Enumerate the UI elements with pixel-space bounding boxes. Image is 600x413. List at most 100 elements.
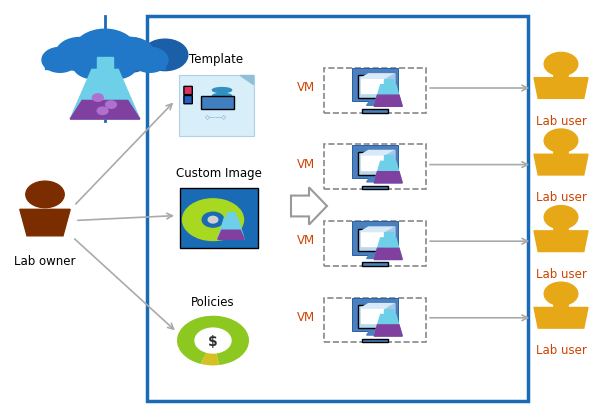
FancyBboxPatch shape [362,263,388,266]
FancyBboxPatch shape [352,69,398,102]
FancyBboxPatch shape [184,87,193,95]
Text: VM: VM [297,310,315,323]
Polygon shape [361,75,395,79]
FancyBboxPatch shape [358,153,392,175]
Text: VM: VM [297,157,315,171]
Circle shape [56,38,104,71]
Text: Policies: Policies [191,296,235,309]
Text: Lab user: Lab user [536,344,586,356]
Circle shape [544,130,578,153]
FancyBboxPatch shape [362,110,388,113]
Circle shape [208,217,218,223]
FancyBboxPatch shape [358,229,392,252]
Circle shape [106,102,116,109]
Circle shape [104,38,154,73]
Polygon shape [374,238,402,260]
FancyBboxPatch shape [180,188,258,248]
Circle shape [132,48,168,73]
Polygon shape [534,78,588,99]
Text: Lab user: Lab user [536,267,586,280]
Text: Custom Image: Custom Image [176,167,262,180]
Polygon shape [374,162,402,183]
Polygon shape [70,70,140,120]
Polygon shape [387,304,395,323]
Text: ◇——◇: ◇——◇ [205,115,227,120]
Polygon shape [367,254,383,259]
Polygon shape [374,249,402,260]
Polygon shape [361,232,387,247]
Polygon shape [534,231,588,252]
Circle shape [73,50,116,80]
Polygon shape [218,230,244,240]
Circle shape [202,213,224,228]
FancyBboxPatch shape [352,222,398,255]
Circle shape [544,206,578,229]
FancyBboxPatch shape [324,298,426,342]
Polygon shape [384,156,392,162]
FancyBboxPatch shape [324,69,426,113]
Circle shape [554,301,568,311]
Circle shape [195,328,231,353]
Polygon shape [374,315,402,336]
Polygon shape [361,228,395,232]
Circle shape [554,148,568,158]
Circle shape [74,30,136,73]
Polygon shape [361,309,387,323]
Text: Template: Template [189,53,243,66]
Ellipse shape [212,88,232,93]
Polygon shape [384,309,392,315]
Polygon shape [384,80,392,85]
Text: VM: VM [297,81,315,94]
FancyBboxPatch shape [324,221,426,266]
Polygon shape [45,61,165,70]
Polygon shape [97,58,113,70]
Circle shape [42,48,78,73]
Polygon shape [240,76,254,85]
Polygon shape [534,308,588,328]
FancyBboxPatch shape [362,339,388,342]
Polygon shape [374,85,402,107]
Polygon shape [387,75,395,94]
Polygon shape [367,101,383,106]
Circle shape [94,50,137,80]
Polygon shape [361,79,387,94]
Polygon shape [374,96,402,107]
Polygon shape [123,60,174,68]
Polygon shape [70,101,140,120]
FancyBboxPatch shape [201,97,234,109]
Text: VM: VM [297,234,315,247]
Circle shape [106,38,154,71]
Text: Lab owner: Lab owner [14,254,76,267]
Circle shape [132,47,168,71]
Polygon shape [291,188,327,225]
Polygon shape [384,233,392,238]
Circle shape [92,95,103,102]
Wedge shape [177,316,249,365]
FancyBboxPatch shape [352,298,398,331]
Text: Lab user: Lab user [536,191,586,204]
Polygon shape [361,304,395,309]
FancyBboxPatch shape [324,145,426,190]
Circle shape [97,108,108,115]
Wedge shape [200,341,219,366]
FancyBboxPatch shape [358,76,392,99]
Polygon shape [367,330,383,335]
Circle shape [26,182,64,208]
FancyBboxPatch shape [184,96,193,104]
Polygon shape [534,155,588,176]
Polygon shape [361,151,395,156]
FancyBboxPatch shape [362,186,388,190]
Polygon shape [367,178,383,183]
Text: $: $ [208,334,218,348]
Text: Lab user: Lab user [536,114,586,127]
Polygon shape [218,218,244,240]
Circle shape [544,282,578,306]
Circle shape [142,40,188,71]
Polygon shape [374,325,402,336]
Circle shape [544,53,578,76]
Polygon shape [361,156,387,170]
Polygon shape [20,210,70,236]
Ellipse shape [212,94,232,99]
Polygon shape [387,228,395,247]
Circle shape [554,71,568,81]
